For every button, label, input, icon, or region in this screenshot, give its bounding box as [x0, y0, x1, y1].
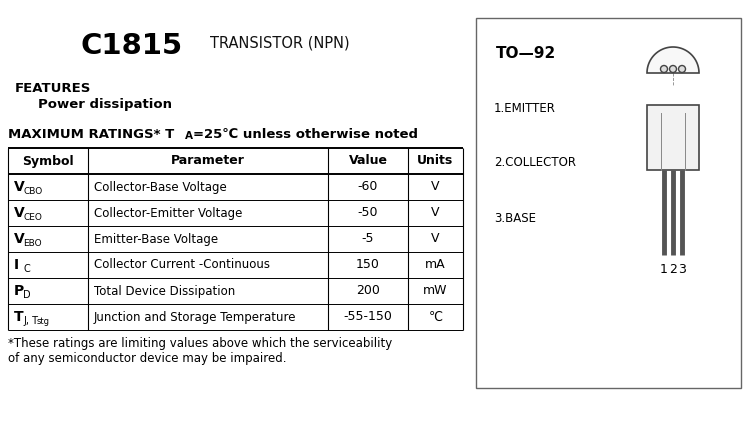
Text: TO—92: TO—92 — [496, 46, 556, 61]
Text: Total Device Dissipation: Total Device Dissipation — [94, 285, 236, 298]
Text: 2.COLLECTOR: 2.COLLECTOR — [494, 156, 576, 170]
Text: 1: 1 — [660, 263, 668, 276]
Text: Power dissipation: Power dissipation — [38, 98, 172, 111]
Text: ℃: ℃ — [428, 310, 442, 324]
Text: stg: stg — [37, 316, 50, 326]
Text: V: V — [431, 206, 439, 220]
Polygon shape — [647, 47, 699, 73]
Text: V: V — [14, 180, 25, 194]
Text: I: I — [14, 258, 20, 272]
Text: =25℃ unless otherwise noted: =25℃ unless otherwise noted — [193, 128, 418, 141]
Text: Value: Value — [349, 154, 388, 167]
Text: Emitter-Base Voltage: Emitter-Base Voltage — [94, 232, 218, 245]
Text: 3.BASE: 3.BASE — [494, 212, 536, 224]
Text: CBO: CBO — [23, 187, 42, 195]
Text: A: A — [185, 131, 193, 141]
Text: Units: Units — [417, 154, 454, 167]
Text: V: V — [431, 232, 439, 245]
Circle shape — [679, 65, 686, 73]
Text: C: C — [23, 264, 30, 274]
Text: CEO: CEO — [23, 212, 42, 221]
Text: FEATURES: FEATURES — [15, 82, 92, 95]
Text: MAXIMUM RATINGS* T: MAXIMUM RATINGS* T — [8, 128, 174, 141]
Text: V: V — [431, 181, 439, 193]
Text: P: P — [14, 284, 24, 298]
Bar — [476, 18, 741, 388]
Text: V: V — [14, 206, 25, 220]
Text: mW: mW — [423, 285, 448, 298]
Text: Collector-Base Voltage: Collector-Base Voltage — [94, 181, 226, 193]
Text: 150: 150 — [356, 259, 380, 271]
Text: Symbol: Symbol — [22, 154, 74, 167]
Text: -50: -50 — [358, 206, 378, 220]
Text: *These ratings are limiting values above which the serviceability: *These ratings are limiting values above… — [8, 337, 392, 350]
Text: mA: mA — [425, 259, 445, 271]
Text: Junction and Storage Temperature: Junction and Storage Temperature — [94, 310, 296, 324]
Text: of any semiconductor device may be impaired.: of any semiconductor device may be impai… — [8, 352, 286, 365]
Text: 1.EMITTER: 1.EMITTER — [494, 101, 556, 114]
Circle shape — [670, 65, 676, 73]
Text: -55-150: -55-150 — [344, 310, 392, 324]
Text: T: T — [14, 310, 24, 324]
Text: D: D — [23, 290, 31, 300]
Text: Collector Current -Continuous: Collector Current -Continuous — [94, 259, 270, 271]
Text: 3: 3 — [678, 263, 686, 276]
Circle shape — [661, 65, 668, 73]
Text: TRANSISTOR (NPN): TRANSISTOR (NPN) — [210, 36, 350, 51]
Text: 2: 2 — [669, 263, 677, 276]
Text: -60: -60 — [358, 181, 378, 193]
Text: C1815: C1815 — [80, 32, 182, 60]
Text: V: V — [14, 232, 25, 246]
Text: J, T: J, T — [23, 316, 38, 326]
Text: Collector-Emitter Voltage: Collector-Emitter Voltage — [94, 206, 242, 220]
Text: 200: 200 — [356, 285, 380, 298]
Text: EBO: EBO — [23, 238, 42, 248]
Text: -5: -5 — [362, 232, 374, 245]
Text: Parameter: Parameter — [171, 154, 245, 167]
Bar — [647, 105, 699, 170]
